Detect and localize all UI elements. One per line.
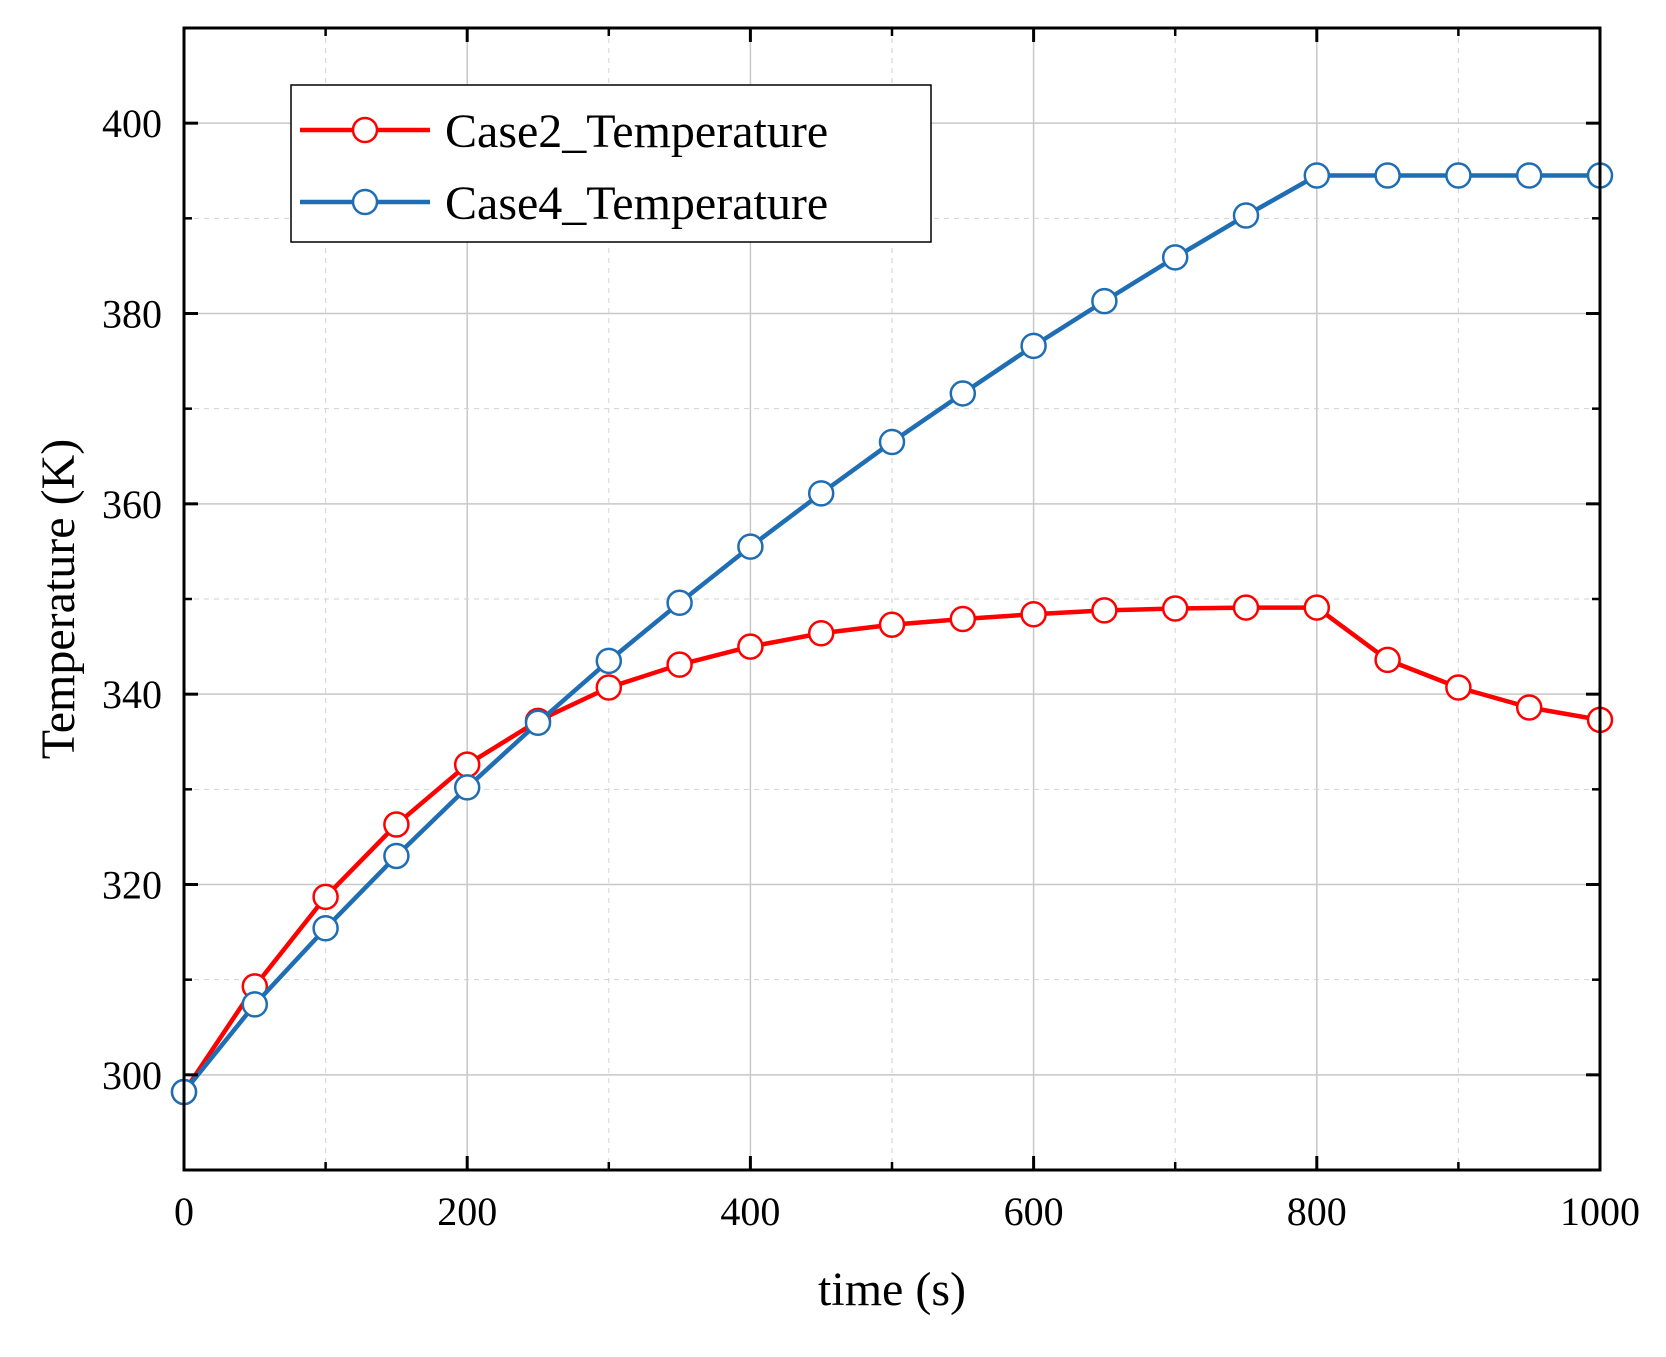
data-point — [312, 883, 339, 911]
data-point — [1303, 162, 1331, 189]
data-point — [1020, 332, 1047, 360]
data-point — [453, 751, 481, 778]
data-point — [312, 915, 339, 942]
data-point — [595, 647, 623, 675]
data-point — [1020, 600, 1047, 628]
data-point — [878, 611, 906, 638]
data-point — [1374, 646, 1401, 674]
data-point — [1303, 594, 1331, 621]
data-point — [1161, 244, 1189, 271]
legend-label: Case4_Temperature — [445, 177, 828, 230]
x-tick-label: 600 — [1004, 1189, 1064, 1234]
data-point — [1374, 162, 1401, 189]
y-tick-label: 400 — [102, 101, 162, 146]
data-point — [383, 842, 410, 870]
y-tick-label: 360 — [102, 482, 162, 527]
legend-swatch-marker — [351, 188, 379, 216]
y-tick-label: 320 — [102, 863, 162, 908]
legend: Case2_Temperature Case4_Temperature — [290, 84, 932, 243]
x-tick-label: 0 — [174, 1189, 194, 1234]
y-tick-label: 300 — [102, 1053, 162, 1098]
data-point — [1091, 597, 1118, 624]
data-point — [241, 991, 269, 1018]
data-point — [737, 633, 764, 660]
data-point — [1445, 674, 1472, 701]
x-tick-label: 1000 — [1560, 1189, 1640, 1234]
series-layer — [170, 162, 1614, 1106]
x-tick-label: 400 — [720, 1189, 780, 1234]
y-tick-label: 380 — [102, 292, 162, 337]
data-point — [1515, 162, 1543, 189]
legend-item-case4: Case4_Temperature — [300, 177, 828, 230]
ticks-layer — [182, 28, 1602, 1170]
legend-box — [290, 84, 932, 243]
data-point — [878, 428, 906, 456]
data-point — [1232, 594, 1260, 621]
data-point — [1515, 694, 1543, 721]
data-point — [595, 674, 623, 701]
data-point — [949, 380, 977, 407]
data-point — [383, 811, 410, 838]
data-point — [807, 620, 835, 647]
series-Case4_Temperature — [170, 162, 1614, 1106]
data-point — [1232, 202, 1260, 229]
data-point — [453, 774, 481, 801]
y-axis-title: Temperature (K) — [32, 439, 85, 759]
data-point — [1091, 287, 1118, 315]
data-point — [1161, 595, 1189, 622]
legend-label: Case2_Temperature — [445, 105, 828, 158]
x-tick-label: 800 — [1287, 1189, 1347, 1234]
legend-item-case2: Case2_Temperature — [300, 105, 828, 158]
data-point — [1445, 162, 1472, 189]
legend-swatch-marker — [351, 116, 379, 144]
data-point — [666, 589, 693, 617]
data-point — [666, 651, 693, 678]
data-point — [949, 605, 977, 633]
data-point — [524, 709, 552, 736]
series-Case2_Temperature — [170, 594, 1614, 1106]
x-axis-title: time (s) — [818, 1263, 966, 1316]
data-point — [737, 533, 764, 560]
x-tick-label: 200 — [437, 1189, 497, 1234]
data-point — [807, 480, 835, 507]
y-tick-label: 340 — [102, 672, 162, 717]
tick-labels-layer: 0 200 400 600 800 1000 300 320 340 360 380 400 — [102, 101, 1640, 1234]
